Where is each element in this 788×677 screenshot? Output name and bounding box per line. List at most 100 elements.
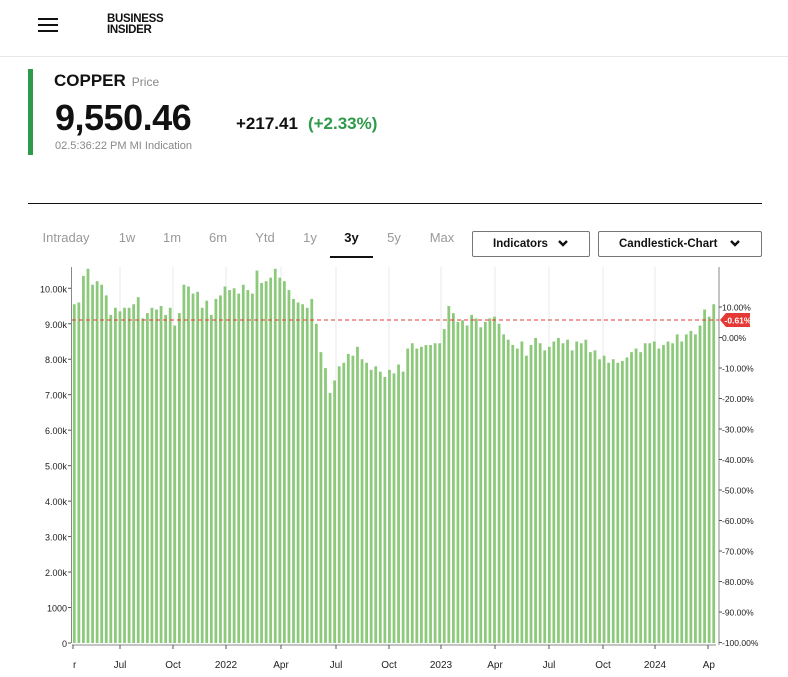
price-bar bbox=[91, 284, 94, 643]
price-bar bbox=[429, 345, 432, 643]
price-bar bbox=[360, 359, 364, 643]
price-bar bbox=[136, 297, 140, 643]
price-bar bbox=[488, 318, 492, 643]
price-bar bbox=[168, 307, 172, 643]
indicators-dropdown[interactable]: Indicators bbox=[472, 231, 590, 257]
price-bar bbox=[82, 275, 85, 643]
change-percent: (+2.33%) bbox=[307, 114, 378, 133]
right-axis-tick: -20.00% bbox=[722, 394, 754, 404]
tab-1y[interactable]: 1y bbox=[303, 230, 317, 245]
business-insider-logo[interactable]: BUSINESS INSIDER bbox=[107, 13, 164, 36]
price-bar bbox=[579, 343, 583, 643]
logo-line-1: BUSINESS bbox=[107, 13, 164, 25]
price-bar bbox=[255, 270, 259, 643]
tab-5y[interactable]: 5y bbox=[387, 230, 401, 245]
price-bar bbox=[219, 295, 222, 643]
price-bar bbox=[141, 318, 145, 643]
price-bar bbox=[643, 343, 647, 643]
right-axis-tick: -60.00% bbox=[722, 516, 754, 526]
price-bar bbox=[118, 311, 122, 643]
price-bar bbox=[95, 281, 99, 643]
price-bar bbox=[127, 307, 131, 643]
price-bar bbox=[598, 359, 601, 643]
left-axis-tick: 4.00k bbox=[45, 497, 68, 507]
price-bar bbox=[319, 352, 323, 643]
price-bar bbox=[187, 286, 190, 643]
price-bar bbox=[502, 334, 505, 643]
price-bar bbox=[607, 362, 611, 643]
price-bar bbox=[383, 376, 387, 643]
left-axis-tick: 0 bbox=[62, 639, 67, 649]
chart-type-label: Candlestick-Chart bbox=[619, 238, 718, 250]
price-bar bbox=[287, 290, 291, 643]
price-bar bbox=[159, 306, 163, 643]
right-axis-tick: 0.00% bbox=[722, 333, 747, 343]
price-bar bbox=[525, 355, 528, 643]
price-bar bbox=[346, 353, 350, 643]
tab-1w[interactable]: 1w bbox=[118, 230, 136, 245]
price-bar bbox=[401, 371, 405, 643]
price-bar bbox=[104, 295, 108, 643]
price-bar bbox=[388, 369, 391, 643]
tab-6m[interactable]: 6m bbox=[208, 230, 228, 245]
right-axis-tick: -30.00% bbox=[722, 425, 754, 435]
x-axis-label: 2024 bbox=[644, 660, 667, 671]
tab-3y[interactable]: 3y bbox=[330, 226, 373, 258]
price-bar bbox=[616, 362, 620, 643]
price-bar bbox=[515, 348, 519, 643]
price-bar bbox=[547, 346, 551, 643]
chevron-down-icon bbox=[558, 240, 568, 247]
price-bar bbox=[337, 366, 341, 643]
tab-ytd[interactable]: Ytd bbox=[255, 230, 275, 245]
left-axis-tick: 8.00k bbox=[45, 355, 68, 365]
price-bar bbox=[182, 284, 186, 643]
price-bar bbox=[278, 277, 282, 643]
hamburger-menu-icon[interactable] bbox=[38, 18, 58, 32]
price-bar bbox=[438, 343, 442, 643]
price-bar bbox=[652, 341, 656, 643]
price-bar bbox=[260, 282, 263, 643]
price-bar bbox=[543, 350, 547, 643]
price-bar bbox=[625, 357, 629, 643]
price-bar bbox=[342, 362, 346, 643]
x-axis-label: Oct bbox=[381, 660, 397, 671]
tab-1m[interactable]: 1m bbox=[162, 230, 182, 245]
price-bar bbox=[648, 343, 652, 643]
price-bar bbox=[177, 313, 181, 643]
timestamp-text: 02.5:36:22 PM bbox=[55, 140, 127, 152]
price-bar bbox=[694, 334, 697, 643]
right-axis-tick: -10.00% bbox=[722, 364, 754, 374]
price-bar bbox=[584, 339, 588, 643]
price-bar bbox=[324, 368, 327, 643]
x-axis-label: 2022 bbox=[215, 660, 238, 671]
tab-intraday[interactable]: Intraday bbox=[42, 230, 90, 245]
quote-timestamp: 02.5:36:22 PM MI Indication bbox=[55, 140, 192, 152]
price-bar bbox=[479, 327, 483, 643]
price-bar bbox=[173, 325, 177, 643]
price-bar bbox=[470, 314, 474, 643]
price-bar bbox=[406, 348, 410, 643]
price-bar bbox=[703, 309, 706, 643]
chart-type-dropdown[interactable]: Candlestick-Chart bbox=[598, 231, 762, 257]
tab-max[interactable]: Max bbox=[429, 230, 455, 245]
left-axis-tick: 7.00k bbox=[45, 391, 68, 401]
price-bar bbox=[223, 286, 227, 643]
price-bar bbox=[575, 341, 579, 643]
price-bar bbox=[351, 355, 355, 643]
quote-source: MI Indication bbox=[129, 140, 192, 152]
price-bar bbox=[314, 323, 318, 643]
price-bar bbox=[415, 348, 419, 643]
price-bar bbox=[511, 345, 515, 643]
price-chart[interactable]: 0 1000 2.00k 3.00k 4.00k 5.00k 6.00k 7.00k 8.00k… bbox=[0, 262, 788, 677]
price-bar bbox=[662, 345, 665, 643]
x-axis-label: Jul bbox=[114, 660, 127, 671]
price-bar bbox=[273, 268, 277, 643]
price-bar bbox=[561, 343, 565, 643]
price-bar bbox=[451, 313, 455, 643]
price-bar bbox=[378, 371, 382, 643]
price-bar bbox=[251, 293, 254, 643]
price-bar bbox=[292, 298, 295, 643]
price-bar bbox=[246, 290, 250, 643]
right-axis-tick: 10.00% bbox=[722, 303, 751, 313]
price-bar bbox=[356, 346, 359, 643]
